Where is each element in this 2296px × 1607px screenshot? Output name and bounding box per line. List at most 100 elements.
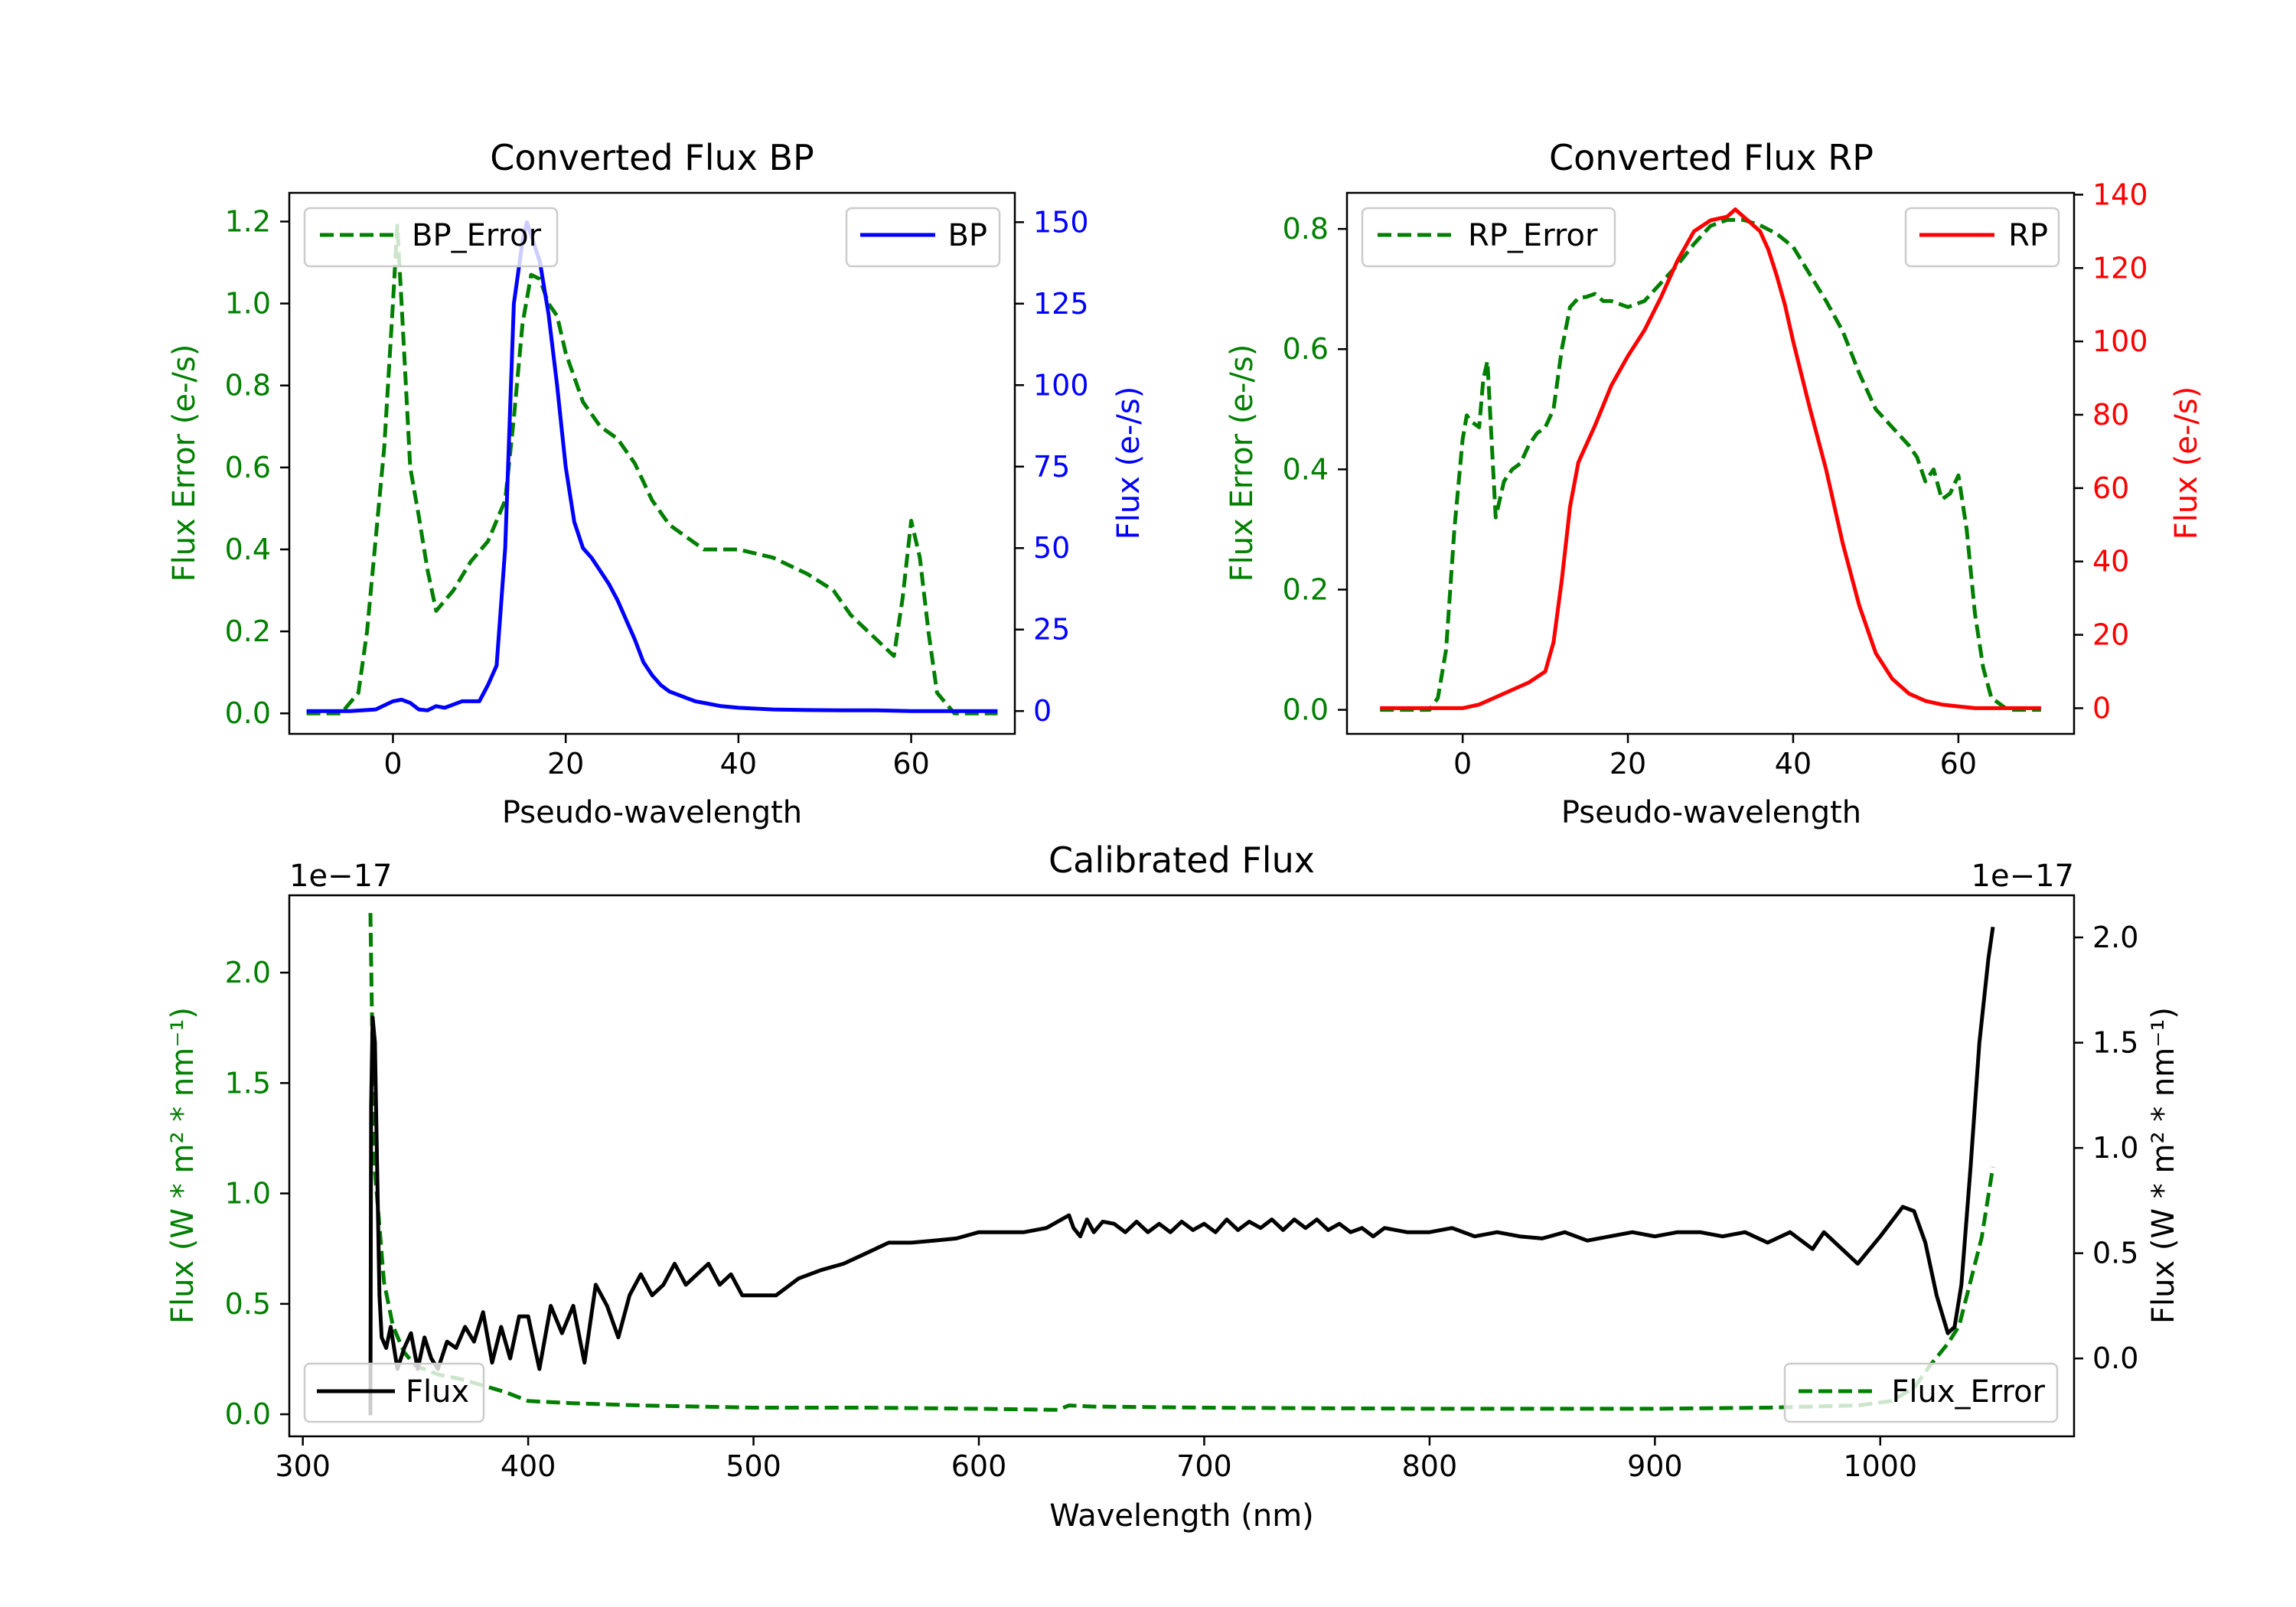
rp-left-ticks: 0.0 0.2 0.4 0.6 0.8 [1283, 212, 1347, 727]
bp-ytick-right-label: 50 [1033, 531, 1070, 565]
cal-ytick-right-label: 1.0 [2092, 1131, 2138, 1165]
bp-left-ticks: 0.0 0.2 0.4 0.6 0.8 1.0 1.2 [225, 204, 289, 730]
rp-ylabel-left: Flux Error (e-/s) [1225, 344, 1260, 582]
bp-legend-right-label: BP [947, 218, 987, 253]
cal-ytick-left-label: 2.0 [225, 956, 271, 989]
cal-xtick-label: 500 [726, 1449, 781, 1483]
cal-xtick-label: 1000 [1843, 1449, 1917, 1483]
rp-ytick-right-label: 140 [2092, 178, 2148, 211]
bp-xtick-label: 20 [547, 747, 584, 781]
bp-ytick-right-label: 25 [1033, 613, 1070, 647]
rp-xtick-label: 60 [1940, 747, 1977, 781]
bp-ytick-left-label: 1.2 [225, 204, 271, 238]
rp-legend-left-label: RP_Error [1468, 218, 1598, 253]
rp-legend-right-box [1904, 207, 2060, 268]
bp-right-ticks: 0 25 50 75 100 125 150 [1015, 205, 1089, 728]
rp-ytick-right-label: 100 [2092, 324, 2148, 358]
rp-ylabel-right: Flux (e-/s) [2169, 386, 2204, 539]
rp-ytick-left-label: 0.2 [1283, 572, 1329, 606]
cal-axes-frame [288, 894, 2076, 1438]
rp-ytick-right-label: 20 [2092, 618, 2129, 652]
cal-ytick-right-label: 1.5 [2092, 1026, 2138, 1060]
cal-ytick-right-label: 0.0 [2092, 1341, 2138, 1375]
bp-legend-left-label: BP_Error [412, 218, 542, 253]
rp-ytick-right-label: 0 [2092, 691, 2111, 725]
cal-offset-right: 1e−17 [1971, 859, 2074, 894]
rp-ytick-left-label: 0.8 [1283, 212, 1329, 246]
rp-right-ticks: 0 20 40 60 80 100 120 140 [2074, 178, 2148, 725]
bp-ylabel-left: Flux Error (e-/s) [167, 344, 202, 582]
cal-xtick-label: 900 [1627, 1449, 1683, 1483]
cal-xtick-label: 700 [1176, 1449, 1232, 1483]
cal-series-flux [368, 926, 1995, 1416]
rp-legend-right: RP [1904, 207, 2060, 268]
bp-series-bp-error [306, 223, 998, 715]
bp-ytick-left-label: 0.0 [225, 696, 271, 730]
bp-ytick-left-label: 1.0 [225, 287, 271, 321]
cal-legend-left: Flux [303, 1362, 485, 1423]
bp-axes-frame [288, 191, 1016, 735]
rp-ytick-left-label: 0.4 [1283, 452, 1329, 486]
cal-xtick-label: 800 [1402, 1449, 1458, 1483]
bp-ytick-right-label: 75 [1033, 450, 1070, 484]
cal-xtick-label: 300 [275, 1449, 331, 1483]
bp-ytick-right-label: 125 [1033, 287, 1089, 321]
bp-legend-left: BP_Error [303, 207, 559, 268]
cal-xticks: 300 400 500 600 700 800 900 1000 [275, 1436, 1917, 1483]
rp-xtick-label: 0 [1453, 747, 1472, 781]
panel-bp: Converted Flux BP 0 20 40 60 0.00.20.40.60.… [167, 137, 1146, 830]
bp-ytick-left-label: 0.2 [225, 614, 271, 648]
bp-xticks: 0 20 40 60 [383, 734, 930, 781]
cal-title: Calibrated Flux [1049, 839, 1315, 881]
rp-series-rp-error [1380, 217, 2041, 712]
bp-legend-right-box [845, 207, 1001, 268]
rp-ytick-left-label: 0.0 [1283, 693, 1329, 727]
cal-legend-right-box [1783, 1362, 2059, 1423]
cal-ylabel-left: Flux (W * m² * nm⁻¹) [165, 1007, 201, 1324]
panel-calibrated: Calibrated Flux 1e−17 1e−17 300 400 500 600… [165, 839, 2181, 1534]
bp-xtick-label: 60 [892, 747, 929, 781]
bp-ytick-left-label: 0.6 [225, 451, 271, 484]
rp-xtick-label: 20 [1609, 747, 1646, 781]
cal-xtick-label: 400 [501, 1449, 556, 1483]
rp-ytick-right-label: 80 [2092, 398, 2129, 432]
bp-ylabel-right: Flux (e-/s) [1111, 386, 1146, 539]
bp-legend-left-box [303, 207, 559, 268]
rp-legend-left-box [1361, 207, 1616, 268]
rp-series-layer [1380, 207, 2041, 712]
cal-legend-right: Flux_Error [1783, 1362, 2059, 1423]
cal-left-ticks: 0.0 0.5 1.0 1.5 2.0 [225, 956, 289, 1431]
bp-xlabel: Pseudo-wavelength [502, 795, 802, 830]
cal-legend-left-label: Flux [406, 1374, 469, 1410]
bp-ytick-right-label: 150 [1033, 205, 1089, 239]
rp-legend-left: RP_Error [1361, 207, 1616, 268]
rp-ytick-left-label: 0.6 [1283, 332, 1329, 366]
bp-ytick-left-label: 0.4 [225, 533, 271, 566]
bp-xtick-label: 40 [720, 747, 757, 781]
rp-xtick-label: 40 [1775, 747, 1812, 781]
cal-ytick-left-label: 0.5 [225, 1287, 271, 1321]
cal-right-ticks: 0.0 0.5 1.0 1.5 2.0 [2074, 921, 2138, 1375]
rp-axes-frame [1345, 191, 2076, 735]
rp-xticks: 0 20 40 60 [1453, 734, 1977, 781]
bp-legend-right: BP [845, 207, 1001, 268]
cal-ytick-left-label: 1.0 [225, 1177, 271, 1211]
cal-ytick-right-label: 0.5 [2092, 1237, 2138, 1270]
cal-ytick-left-label: 0.0 [225, 1397, 271, 1431]
rp-ytick-right-label: 120 [2092, 251, 2148, 285]
cal-ylabel-right: Flux (W * m² * nm⁻¹) [2146, 1007, 2181, 1324]
bp-title: Converted Flux BP [490, 137, 814, 178]
cal-xtick-label: 600 [951, 1449, 1007, 1483]
cal-ytick-right-label: 2.0 [2092, 921, 2138, 954]
bp-xtick-label: 0 [383, 747, 402, 781]
cal-legend-right-label: Flux_Error [1891, 1374, 2045, 1410]
rp-title: Converted Flux RP [1549, 137, 1874, 178]
rp-ytick-right-label: 40 [2092, 545, 2129, 579]
rp-ytick-right-label: 60 [2092, 471, 2129, 505]
bp-series-bp [306, 220, 998, 713]
bp-series-layer [306, 220, 998, 715]
bp-ytick-right-label: 100 [1033, 368, 1089, 402]
bp-ytick-right-label: 0 [1033, 694, 1052, 728]
cal-xlabel: Wavelength (nm) [1049, 1498, 1314, 1534]
